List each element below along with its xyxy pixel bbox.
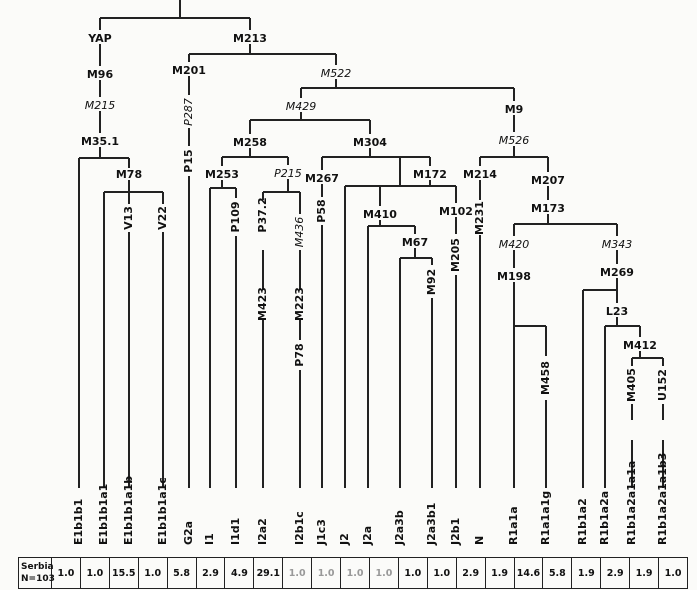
haplogroup-label: J2a3b [393,510,406,546]
mutation-label: V22 [156,206,169,230]
mutation-label: M429 [286,100,317,113]
mutation-label: M214 [463,168,497,181]
haplogroup-label: J2b1 [449,518,462,546]
haplogroup-label: N [473,536,486,545]
population-cell: Serbia N=103 [18,557,55,589]
mutation-label: M102 [439,205,473,218]
mutation-label: M253 [205,168,239,181]
mutation-label: M436 [293,217,306,248]
haplogroup-label: I1d1 [229,518,242,545]
mutation-label: M35.1 [81,135,119,148]
frequency-cell: 1.0 [137,557,168,589]
mutation-label: M343 [602,238,633,251]
mutation-label: M207 [531,174,565,187]
haplogroup-label: R1b1a2a [598,491,611,545]
mutation-label: M267 [305,172,339,185]
haplogroup-label: R1b1a2a1a1a [625,461,638,545]
mutation-label: M423 [256,287,269,321]
mutation-label: M213 [233,32,267,45]
mutation-label: M526 [499,134,530,147]
frequency-cell: 1.0 [340,557,370,589]
haplogroup-label: E1b1b1a1b [122,476,135,545]
frequency-cell: 29.1 [253,557,284,589]
mutation-label: M67 [402,236,428,249]
mutation-label: M78 [116,168,142,181]
haplogroup-label: E1b1b1 [72,499,85,545]
frequency-cell: 2.9 [600,557,631,589]
frequency-cell: 15.5 [108,557,139,589]
frequency-cell: 1.9 [571,557,602,589]
mutation-label: M231 [473,201,486,235]
frequency-cell: 1.0 [368,557,399,589]
mutation-label: P78 [293,343,306,366]
haplogroup-label: E1b1b1a1c [156,477,169,545]
frequency-table: Serbia N=103 1.0 1.0 15.5 1.0 5.8 2.9 4.9 29.1 1… [18,557,688,589]
frequency-cell: 5.8 [166,557,197,589]
mutation-label: P215 [274,167,302,180]
frequency-row: Serbia N=103 1.0 1.0 15.5 1.0 5.8 2.9 4.9 29.1 1… [18,557,688,589]
mutation-label: YAP [87,32,112,45]
mutation-label: M258 [233,136,267,149]
mutation-label: M304 [353,136,387,149]
mutation-label: M410 [363,208,397,221]
frequency-cell: 1.0 [658,557,688,589]
haplogroup-label: I2a2 [256,518,269,545]
frequency-cell: 14.6 [513,557,544,589]
frequency-cell: 1.9 [484,557,515,589]
frequency-cell: 2.9 [455,557,486,589]
mutation-label: M412 [623,339,657,352]
haplogroup-label: E1b1b1a1 [97,484,110,545]
frequency-cell: 4.9 [224,557,255,589]
haplogroup-label: I2b1c [293,511,306,545]
haplogroup-tree: YAP M96 M215 M35.1 M78 V13 V22 M213 M201 P287 P15 M… [72,0,669,546]
haplogroup-label: J2 [338,533,351,546]
haplogroup-label: G2a [182,521,195,545]
mutation-label: M172 [413,168,447,181]
haplogroup-label: J2a [361,526,374,546]
haplogroup-label: R1a1a1g [539,491,552,545]
frequency-cell: 1.0 [426,557,457,589]
mutation-label: P58 [315,199,328,222]
mutation-label: P287 [182,98,195,126]
mutation-label: M405 [625,368,638,402]
sample-size: N=103 [21,574,55,584]
frequency-cell: 1.9 [629,557,660,589]
mutation-label: M173 [531,202,565,215]
haplogroup-label: R1b1a2 [576,498,589,545]
haplogroup-label: J1c3 [315,519,328,546]
mutation-label: M522 [321,67,352,80]
mutation-label: M269 [600,266,634,279]
mutation-label: M215 [85,99,116,112]
frequency-cell: 2.9 [195,557,226,589]
mutation-label: M201 [172,64,206,77]
mutation-label: U152 [656,369,669,401]
mutation-label: M223 [293,287,306,321]
population-name: Serbia [21,562,54,572]
frequency-cell: 1.0 [51,557,81,589]
mutation-label: M92 [425,269,438,295]
mutation-label: M198 [497,270,531,283]
mutation-label: V13 [122,206,135,230]
mutation-label: P37.2 [256,197,269,232]
frequency-cell: 5.8 [542,557,573,589]
haplogroup-label: J2a3b1 [425,503,438,546]
mutation-label: M96 [87,68,114,81]
frequency-cell: 1.0 [397,557,428,589]
mutation-label: L23 [606,305,628,318]
mutation-label: P15 [182,149,195,172]
mutation-label: M420 [499,238,530,251]
mutation-label: M9 [505,103,524,116]
haplogroup-label: R1b1a2a1a1b3 [656,453,669,545]
haplogroup-label: R1a1a [507,506,520,545]
haplogroup-label: I1 [203,533,216,545]
mutation-label: M205 [449,238,462,272]
mutation-label: P109 [229,201,242,232]
frequency-cell: 1.0 [311,557,342,589]
frequency-cell: 1.0 [79,557,110,589]
frequency-cell: 1.0 [282,557,313,589]
mutation-label: M458 [539,361,552,395]
